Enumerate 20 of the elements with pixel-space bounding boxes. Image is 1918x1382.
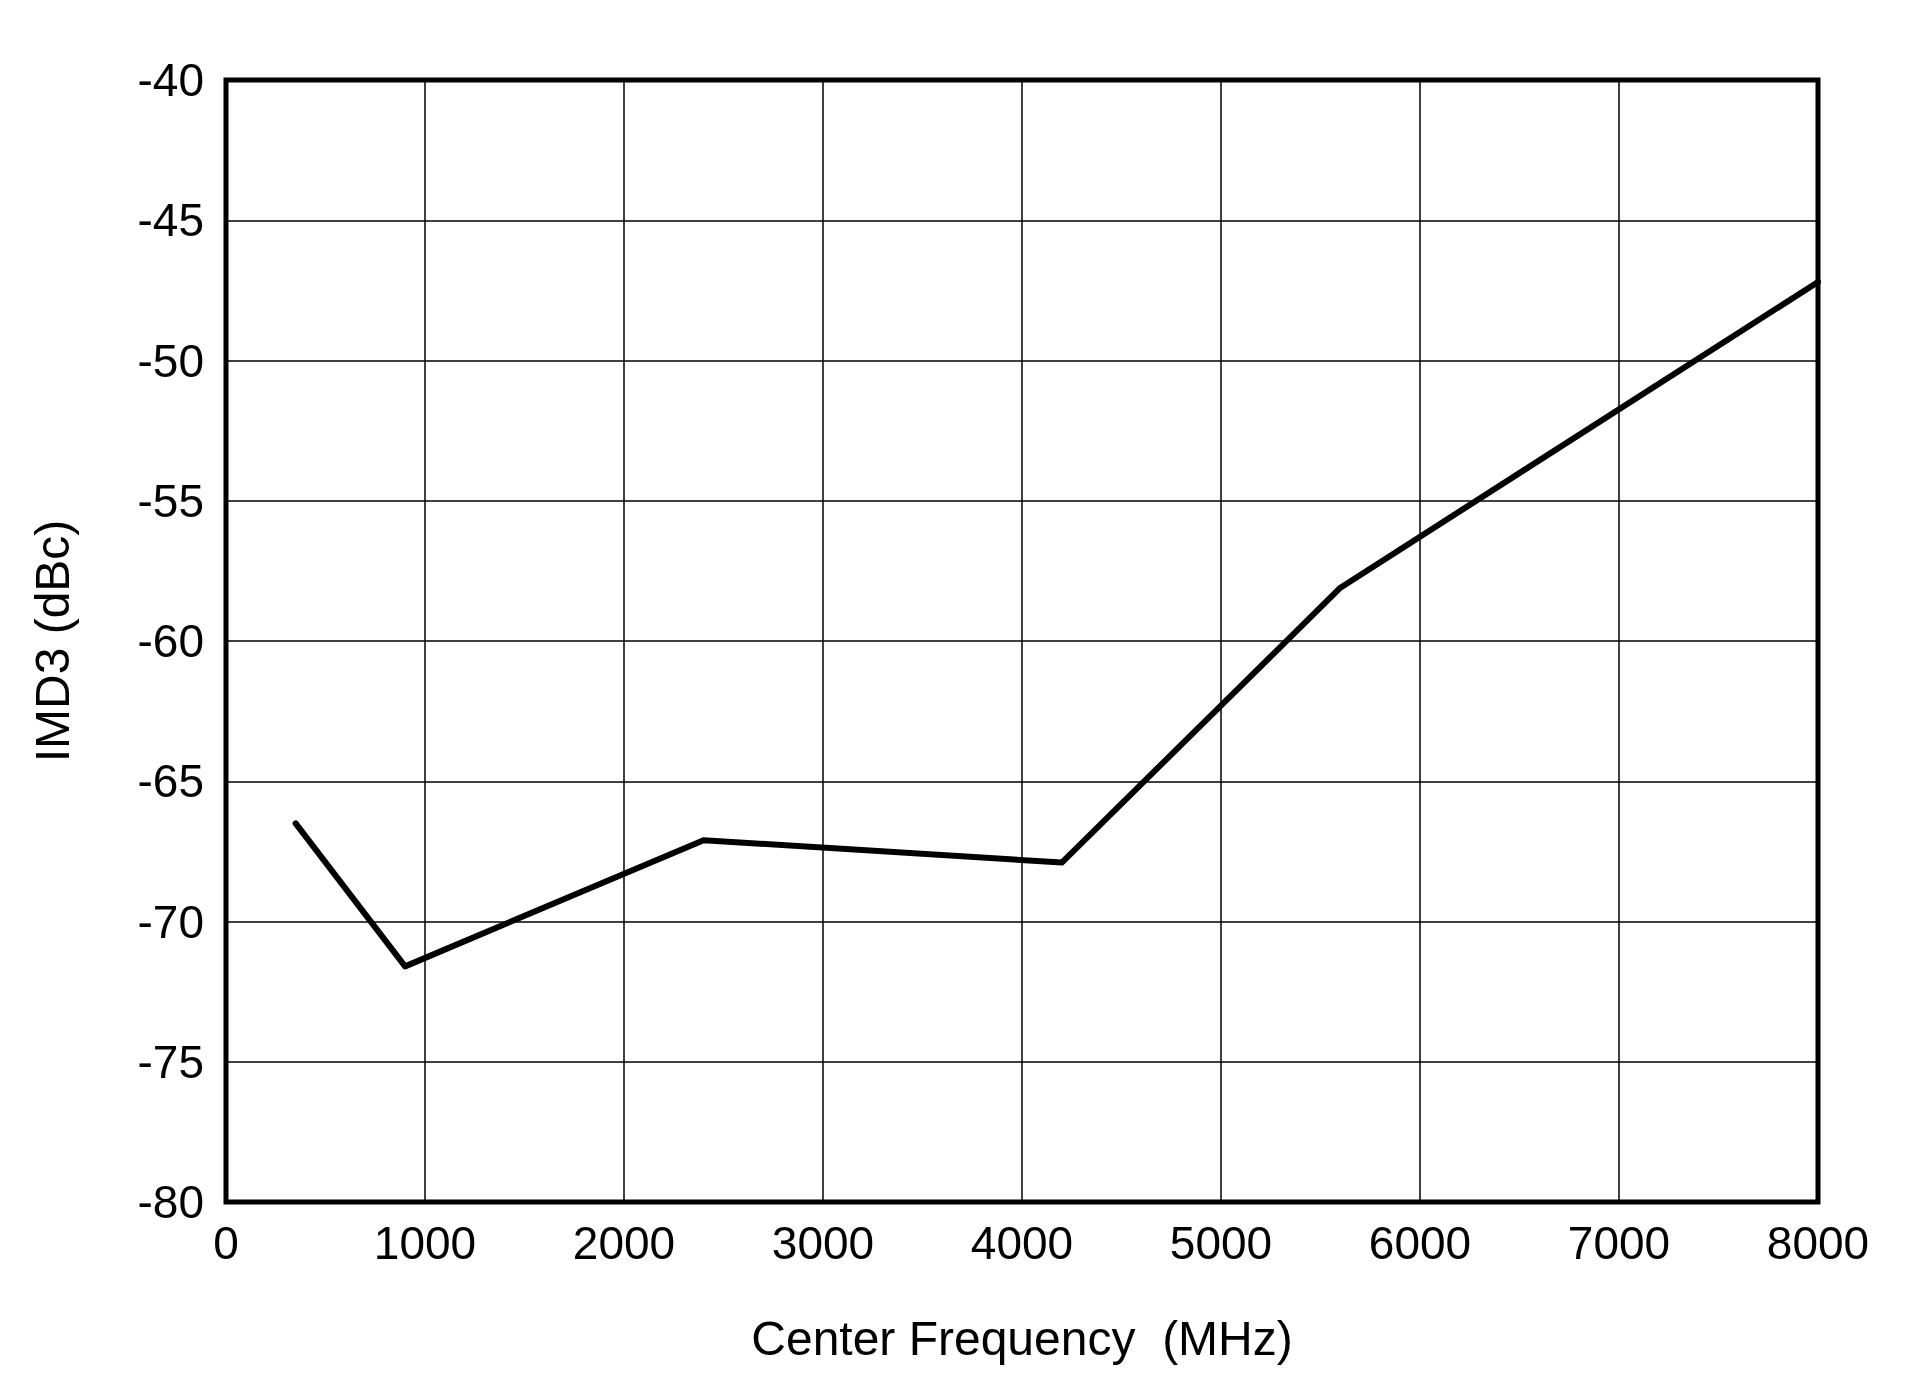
y-tick-label: -55 [137, 474, 204, 527]
y-tick-label: -70 [137, 895, 204, 948]
y-tick-label: -50 [137, 334, 204, 387]
x-tick-label: 3000 [771, 1217, 875, 1269]
x-tick-label: 2000 [572, 1217, 676, 1269]
y-tick-label: -40 [137, 54, 204, 106]
y-tick-label: -45 [137, 194, 204, 247]
x-tick-label: 8000 [1766, 1217, 1870, 1269]
x-tick-label: 1000 [373, 1217, 477, 1269]
x-axis-title: Center Frequency (MHz) [751, 1311, 1293, 1365]
x-tick-label: 6000 [1368, 1217, 1472, 1269]
y-tick-label: -65 [137, 755, 204, 808]
x-tick-label: 5000 [1169, 1217, 1273, 1269]
y-tick-label: -75 [137, 1035, 204, 1088]
x-tick-label: 4000 [970, 1217, 1074, 1269]
x-tick-label: 7000 [1567, 1217, 1671, 1269]
y-axis-title: IMD3 (dBc) [25, 519, 79, 763]
x-tick-label: 0 [213, 1217, 239, 1269]
y-tick-label: -60 [137, 615, 204, 667]
y-tick-label: -80 [137, 1176, 204, 1228]
